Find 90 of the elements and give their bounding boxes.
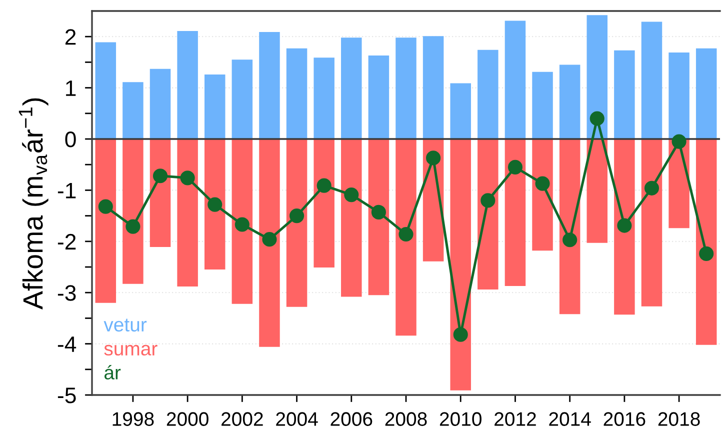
bar [204,139,226,270]
x-tick-label: 2002 [222,412,263,426]
point [234,217,250,232]
y-axis-title: Afkoma (m$_{va}$ár$^{−1}$) [18,98,48,310]
point [344,188,359,202]
bar [586,139,608,243]
y-tick-label: 0 [65,132,76,148]
bar [668,52,690,139]
bar [122,139,144,284]
text: vetur [104,318,147,332]
point [453,327,468,342]
point [289,208,304,224]
point [699,246,714,261]
bar [368,56,390,139]
bar [478,50,498,139]
bar [478,139,498,290]
point [672,134,686,149]
bar [532,139,553,251]
bar [232,139,253,304]
bar [450,83,471,139]
x-tick-label: 2016 [604,412,646,426]
point [180,170,195,186]
bar [450,139,471,390]
point [508,160,523,174]
x-tick-label: 2006 [330,412,372,426]
point [126,219,140,234]
bar [422,36,444,139]
bar [504,139,526,286]
bar [341,139,362,297]
bar [504,20,526,139]
point [480,193,496,208]
bar [614,139,635,315]
bar [204,74,226,139]
bar [641,22,662,139]
point [617,218,632,233]
x-tick-label: 2000 [166,412,208,426]
x-tick-label: 2012 [494,412,536,426]
bar [559,64,580,139]
point [371,204,386,220]
bar [150,139,171,248]
point [208,197,222,212]
bar [95,42,116,139]
text: ár [104,364,121,380]
bar [286,139,308,307]
y-tick-label: -4 [58,336,76,352]
point [562,232,578,248]
point [98,199,113,214]
text: sumar [104,344,158,356]
bar [396,38,416,139]
bar [641,139,662,306]
bar [696,48,717,139]
bar [177,30,198,139]
bar [259,139,280,347]
y-tick-label: -5 [58,388,76,404]
y-tick-label: 2 [65,29,76,45]
x-tick-label: 2008 [385,412,427,426]
bar [232,60,253,139]
bar [586,15,608,139]
bar [259,32,280,139]
x-tick-label: 2018 [658,412,700,426]
bar [150,68,171,139]
bar [341,38,362,139]
point [535,176,550,191]
bar [314,139,334,268]
point [426,150,441,166]
bar [532,72,553,139]
point [398,226,414,242]
bar [559,139,580,314]
x-tick-label: 1998 [112,412,154,426]
bar [286,48,308,139]
y-tick-label: -2 [58,234,76,250]
point [316,178,332,193]
point [262,232,277,247]
bar [396,139,416,336]
x-tick-label: 2010 [440,412,482,426]
bar [614,50,635,139]
bar [314,58,334,139]
bar [177,139,198,286]
x-tick-label: 2014 [549,412,591,426]
y-tick-label: 1 [66,80,76,96]
y-tick-label: -1 [58,182,76,198]
bar [696,139,717,345]
bar [122,82,144,139]
bar [368,139,390,296]
point [590,111,604,126]
y-tick-label: -3 [58,285,76,301]
point [152,168,168,184]
bar [95,139,116,303]
point [644,180,660,196]
x-tick-label: 2004 [276,412,318,426]
